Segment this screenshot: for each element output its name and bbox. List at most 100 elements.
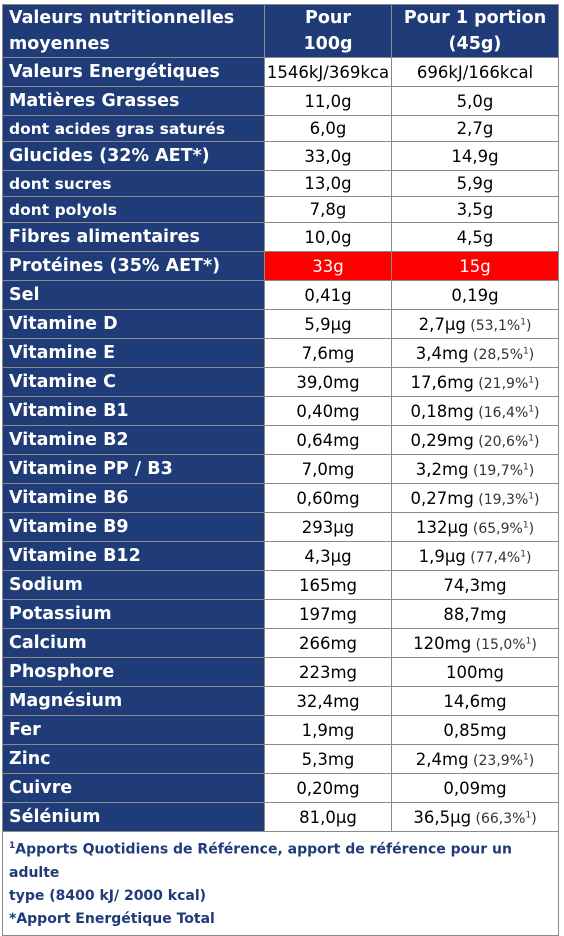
nutrient-name: Cuivre	[2, 773, 265, 803]
value-per-portion: 4,5g	[391, 222, 559, 252]
nutrition-table: Valeurs nutritionnelles moyennes Pour 10…	[2, 4, 559, 936]
value-per-100g: 293µg	[264, 512, 392, 542]
nutrient-name: Valeurs Energétiques	[2, 57, 265, 87]
portion-amount: 0,18mg	[410, 401, 474, 421]
nutrient-name: Vitamine E	[2, 338, 265, 368]
nutrient-name: Vitamine B1	[2, 396, 265, 426]
nutrient-name: Vitamine PP / B3	[2, 454, 265, 484]
reference-intake-percent: (28,5%1)	[468, 345, 535, 363]
table-row: dont sucres 13,0g 5,9g	[2, 170, 559, 197]
portion-amount: 100mg	[445, 662, 505, 682]
portion-amount: 14,9g	[451, 146, 499, 166]
reference-intake-percent: (16,4%1)	[473, 403, 540, 421]
nutrient-name: Sélénium	[2, 802, 265, 832]
table-row: Calcium 266mg 120mg (15,0%1)	[2, 628, 559, 658]
nutrient-name: Magnésium	[2, 686, 265, 716]
table-row: Phosphore 223mg 100mg	[2, 657, 559, 687]
portion-amount: 2,7g	[456, 119, 494, 138]
value-per-100g: 33g	[264, 251, 392, 281]
portion-amount: 14,6mg	[443, 691, 507, 711]
portion-amount: 0,27mg	[410, 488, 474, 508]
value-per-portion: 0,19g	[391, 280, 559, 310]
reference-intake-percent: (77,4%1)	[465, 548, 532, 566]
value-per-100g: 32,4mg	[264, 686, 392, 716]
value-per-100g: 0,41g	[264, 280, 392, 310]
portion-amount: 3,4mg	[415, 343, 469, 363]
value-per-100g: 0,20mg	[264, 773, 392, 803]
portion-amount: 0,29mg	[410, 430, 474, 450]
portion-amount: 0,19g	[451, 285, 499, 305]
table-row: Sel 0,41g 0,19g	[2, 280, 559, 310]
value-per-portion: 14,6mg	[391, 686, 559, 716]
footnote-row: 1Apports Quotidiens de Référence, apport…	[2, 831, 559, 936]
value-per-100g: 197mg	[264, 599, 392, 629]
nutrient-name: Glucides (32% AET*)	[2, 141, 265, 171]
nutrient-name: Calcium	[2, 628, 265, 658]
table-row: Fibres alimentaires 10,0g 4,5g	[2, 222, 559, 252]
reference-intake-percent: (66,3%1)	[471, 809, 537, 827]
table-row: Vitamine B1 0,40mg 0,18mg (16,4%1)	[2, 396, 559, 426]
value-per-portion: 2,7µg (53,1%1)	[391, 309, 559, 339]
table-row: Zinc 5,3mg 2,4mg (23,9%1)	[2, 744, 559, 774]
nutrient-name: Vitamine B9	[2, 512, 265, 542]
nutrient-name: Matières Grasses	[2, 86, 265, 116]
value-per-portion: 0,85mg	[391, 715, 559, 745]
table-row: Vitamine D 5,9µg 2,7µg (53,1%1)	[2, 309, 559, 339]
value-per-100g: 266mg	[264, 628, 392, 658]
value-per-100g: 6,0g	[264, 115, 392, 142]
nutrient-name: Zinc	[2, 744, 265, 774]
footnote-2: *Apport Energétique Total	[9, 910, 215, 927]
nutrient-name: Vitamine B2	[2, 425, 265, 455]
nutrient-name: dont polyols	[2, 196, 265, 223]
table-row: Sélénium 81,0µg 36,5µg (66,3%1)	[2, 802, 559, 832]
portion-amount: 36,5µg	[413, 807, 472, 827]
table-row: dont acides gras saturés 6,0g 2,7g	[2, 115, 559, 142]
value-per-portion: 1,9µg (77,4%1)	[391, 541, 559, 571]
header-per100: Pour 100g	[264, 4, 392, 58]
header-label: Valeurs nutritionnelles moyennes	[2, 4, 265, 58]
value-per-portion: 2,7g	[391, 115, 559, 142]
portion-amount: 17,6mg	[410, 372, 474, 392]
value-per-100g: 11,0g	[264, 86, 392, 116]
value-per-portion: 100mg	[391, 657, 559, 687]
value-per-portion: 3,4mg (28,5%1)	[391, 338, 559, 368]
portion-amount: 4,5g	[456, 227, 494, 247]
value-per-portion: 132µg (65,9%1)	[391, 512, 559, 542]
portion-amount: 3,2mg	[415, 459, 469, 479]
table-row: Fer 1,9mg 0,85mg	[2, 715, 559, 745]
value-per-portion: 0,27mg (19,3%1)	[391, 483, 559, 513]
nutrient-name: Fer	[2, 715, 265, 745]
value-per-portion: 74,3mg	[391, 570, 559, 600]
value-per-100g: 1546kJ/369kca	[264, 57, 392, 87]
value-per-portion: 5,0g	[391, 86, 559, 116]
portion-amount: 15g	[459, 256, 491, 276]
table-body: Valeurs Energétiques 1546kJ/369kca 696kJ/1…	[2, 57, 559, 832]
value-per-portion: 88,7mg	[391, 599, 559, 629]
value-per-portion: 36,5µg (66,3%1)	[391, 802, 559, 832]
reference-intake-percent: (15,0%1)	[471, 635, 537, 653]
portion-amount: 74,3mg	[443, 575, 507, 595]
value-per-100g: 33,0g	[264, 141, 392, 171]
footnote-1: 1Apports Quotidiens de Référence, apport…	[9, 841, 512, 881]
portion-amount: 2,4mg	[415, 749, 469, 769]
reference-intake-percent: (23,9%1)	[468, 751, 535, 769]
table-row: Vitamine B6 0,60mg 0,27mg (19,3%1)	[2, 483, 559, 513]
value-per-100g: 4,3µg	[264, 541, 392, 571]
footnote-1-cont: type (8400 kJ/ 2000 kcal)	[9, 887, 207, 904]
value-per-100g: 0,64mg	[264, 425, 392, 455]
reference-intake-percent: (65,9%1)	[468, 519, 535, 537]
portion-amount: 5,9g	[456, 174, 494, 193]
reference-intake-percent: (19,7%1)	[468, 461, 535, 479]
footnotes: 1Apports Quotidiens de Référence, apport…	[2, 831, 559, 936]
value-per-100g: 5,3mg	[264, 744, 392, 774]
value-per-portion: 120mg (15,0%1)	[391, 628, 559, 658]
table-row: dont polyols 7,8g 3,5g	[2, 196, 559, 223]
reference-intake-percent: (19,3%1)	[473, 490, 540, 508]
reference-intake-percent: (20,6%1)	[473, 432, 540, 450]
nutrient-name: Sel	[2, 280, 265, 310]
value-per-100g: 7,6mg	[264, 338, 392, 368]
portion-amount: 5,0g	[456, 91, 494, 111]
portion-amount: 132µg	[415, 517, 469, 537]
header-row: Valeurs nutritionnelles moyennes Pour 10…	[2, 4, 559, 58]
value-per-portion: 2,4mg (23,9%1)	[391, 744, 559, 774]
